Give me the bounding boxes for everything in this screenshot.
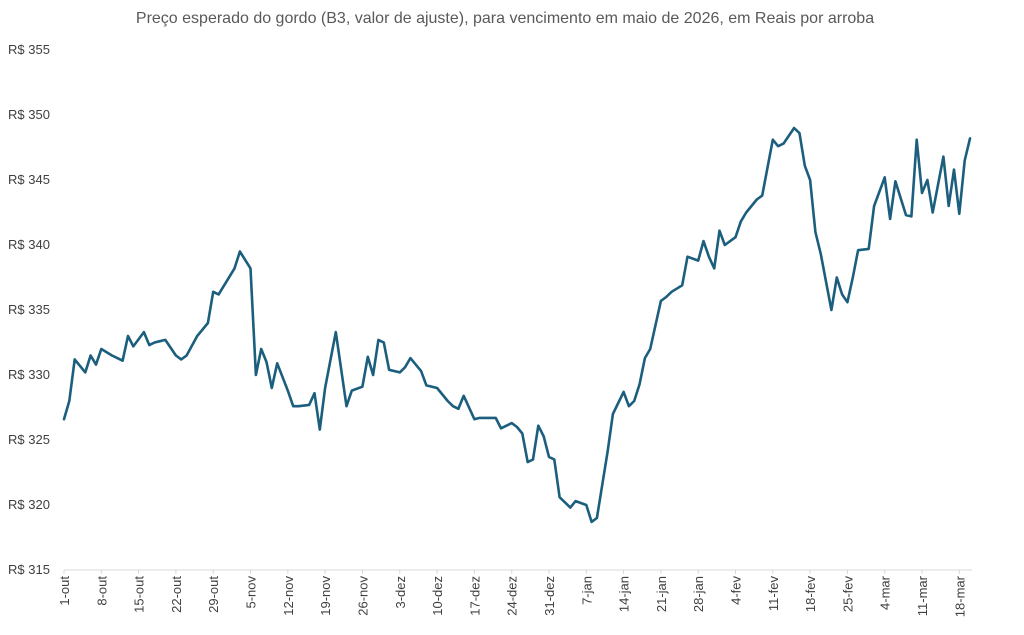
x-tick-label: 31-dez: [542, 576, 557, 616]
x-tick-label: 12-nov: [281, 576, 296, 616]
x-tick-label: 26-nov: [355, 576, 370, 616]
x-tick-label: 7-jan: [579, 576, 594, 605]
x-tick-label: 15-out: [132, 576, 147, 613]
x-tick-label: 3-dez: [393, 576, 408, 609]
x-tick-label: 14-jan: [617, 576, 632, 612]
x-tick-label: 18-fev: [803, 576, 818, 613]
x-tick-label: 28-jan: [691, 576, 706, 612]
y-tick-label: R$ 325: [8, 432, 50, 447]
x-tick-label: 11-mar: [915, 575, 930, 616]
x-axis-ticks: 1-out 8-out 15-out 22-out 29-out 5-nov 12-nov 1…: [57, 570, 967, 617]
chart-title: Preço esperado do gordo (B3, valor de aj…: [135, 10, 875, 27]
y-tick-label: R$ 345: [8, 172, 50, 187]
x-tick-label: 11-fev: [766, 576, 781, 612]
x-tick-label: 22-out: [169, 576, 184, 613]
x-tick-label: 8-out: [94, 576, 109, 606]
x-tick-label: 25-fev: [840, 576, 855, 613]
y-tick-label: R$ 350: [8, 107, 50, 122]
x-tick-label: 24-dez: [505, 576, 520, 616]
series-line-preco-esperado: [62, 126, 972, 524]
series-group: [62, 126, 972, 524]
x-tick-label: 17-dez: [467, 576, 482, 616]
y-tick-label: R$ 330: [8, 367, 50, 382]
y-tick-label: R$ 355: [8, 42, 50, 57]
y-tick-label: R$ 320: [8, 497, 50, 512]
y-tick-label: R$ 340: [8, 237, 50, 252]
y-tick-label: R$ 315: [8, 562, 50, 577]
x-tick-label: 4-fev: [729, 576, 744, 605]
x-tick-label: 1-out: [57, 576, 72, 606]
x-tick-label: 5-nov: [244, 576, 259, 609]
y-axis-ticks: R$ 315 R$ 320 R$ 325 R$ 330 R$ 335 R$ 340 R$ 3…: [8, 42, 50, 577]
x-tick-label: 18-mar: [952, 575, 967, 617]
y-tick-label: R$ 335: [8, 302, 50, 317]
x-tick-label: 4-mar: [878, 575, 893, 610]
x-tick-label: 19-nov: [318, 576, 333, 616]
x-tick-label: 21-jan: [654, 576, 669, 612]
x-tick-label: 29-out: [206, 576, 221, 613]
x-tick-label: 10-dez: [430, 576, 445, 616]
